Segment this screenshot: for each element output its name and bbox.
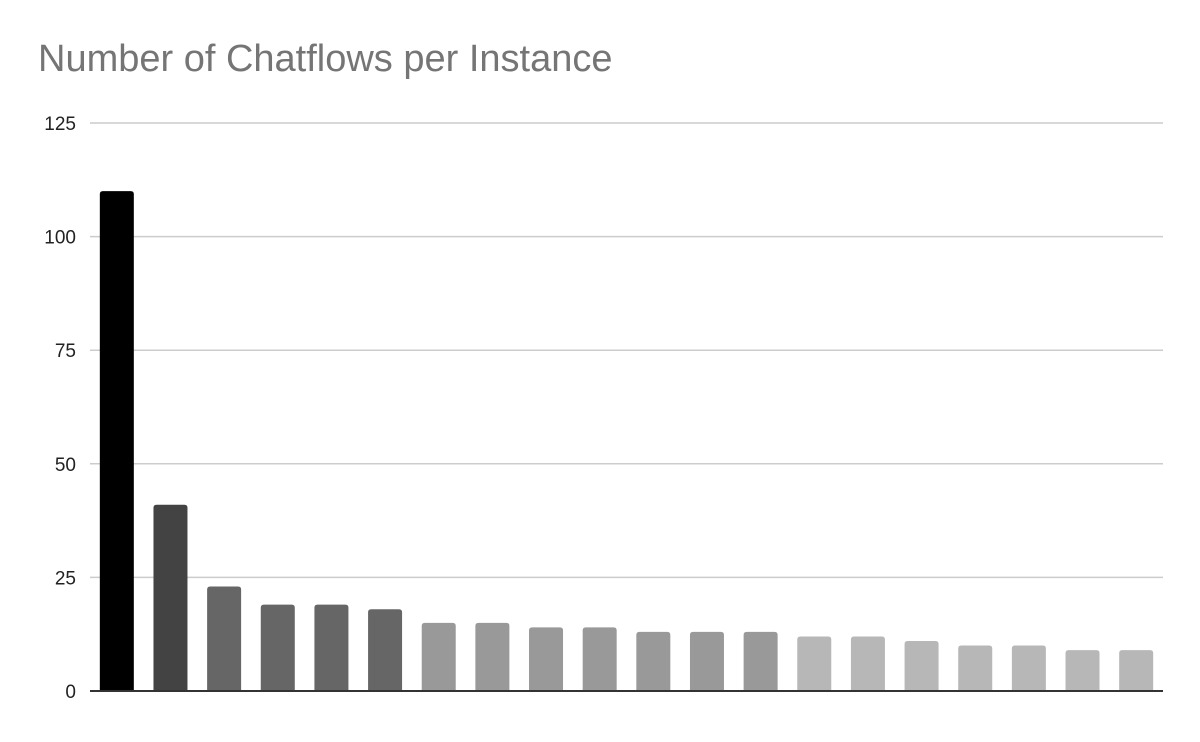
bar: [421, 622, 456, 691]
y-tick-label: 125: [44, 114, 76, 135]
bar: [207, 586, 242, 691]
bar: [314, 604, 349, 691]
bar: [260, 604, 295, 691]
y-tick-label: 0: [65, 682, 76, 703]
bar: [153, 504, 188, 691]
bar: [850, 636, 885, 691]
chart-title: Number of Chatflows per Instance: [38, 38, 613, 80]
y-tick-label: 50: [55, 455, 76, 476]
bar: [1119, 650, 1154, 691]
y-tick-label: 100: [44, 228, 76, 249]
bar: [475, 622, 510, 691]
bar: [797, 636, 832, 691]
y-axis-tick-labels: 0 25 50 75 100 125: [44, 114, 76, 703]
bar: [904, 641, 939, 691]
bar: [529, 627, 564, 691]
bar: [99, 191, 134, 691]
y-tick-label: 25: [55, 568, 76, 589]
bar: [689, 631, 724, 691]
bar: [368, 609, 403, 691]
bars: [99, 191, 1154, 691]
bar: [582, 627, 617, 691]
y-tick-label: 75: [55, 341, 76, 362]
bar: [958, 645, 993, 691]
bar: [1065, 650, 1100, 691]
bar: [743, 631, 778, 691]
bar: [1011, 645, 1046, 691]
bar: [636, 631, 671, 691]
gridlines: [90, 122, 1163, 579]
